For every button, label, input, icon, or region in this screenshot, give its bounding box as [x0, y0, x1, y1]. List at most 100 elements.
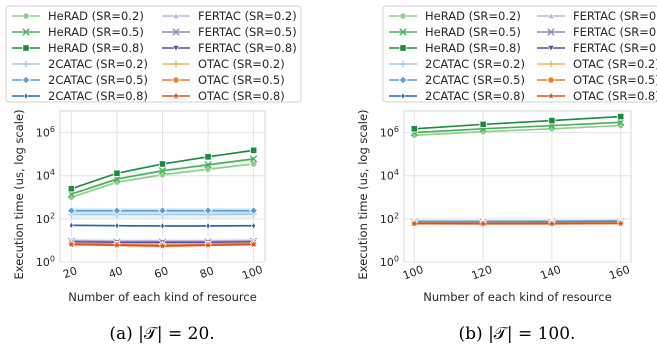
data-point [113, 169, 121, 177]
legend-entry: 2CATAC (SR=0.2) [389, 57, 525, 71]
x-tick-label: 60 [153, 264, 171, 281]
y-tick-label: 106 [36, 125, 55, 140]
data-point [113, 175, 121, 183]
legend-marker [22, 12, 30, 20]
data-point [204, 153, 212, 161]
legend-label: HeRAD (SR=0.2) [48, 9, 144, 23]
legend-entry: 2CATAC (SR=0.2) [12, 57, 148, 71]
legend: HeRAD (SR=0.2) HeRAD (SR=0.5) HeRAD (SR=0.… [382, 5, 657, 103]
y-axis-label: Execution time (us, log scale) [12, 109, 26, 279]
x-tick-label: 120 [470, 263, 494, 282]
x-tick-label: 20 [61, 264, 79, 281]
data-point [67, 206, 76, 216]
y-tick-label: 100 [36, 255, 55, 270]
legend-label: FERTAC (SR=0.5) [573, 25, 657, 39]
data-point [410, 219, 419, 228]
legend-marker [400, 92, 406, 100]
x-tick-label: 160 [607, 263, 631, 282]
y-tick-label: 102 [380, 211, 399, 226]
legend-marker [399, 28, 407, 36]
series-group [409, 113, 626, 228]
x-axis-label: Number of each kind of resource [423, 290, 612, 304]
data-point [479, 120, 487, 128]
data-point [617, 113, 625, 121]
legend-marker [23, 92, 29, 100]
data-point [205, 222, 211, 230]
legend-marker [22, 60, 30, 68]
legend-label: FERTAC (SR=0.2) [573, 9, 657, 23]
chart-panel-1: 100 102 104 106 20 40 60 80 100 Number of each ki… [12, 109, 266, 344]
legend-entry: OTAC (SR=0.8) [162, 89, 285, 103]
legend-label: HeRAD (SR=0.8) [425, 41, 521, 55]
data-point [112, 206, 122, 216]
data-point [158, 160, 167, 168]
x-tick-label: 100 [401, 263, 425, 282]
figure-caption: (b) |𝒯| = 100. [459, 324, 576, 344]
legend-marker [172, 12, 180, 19]
legend-entry: FERTAC (SR=0.8) [162, 41, 297, 55]
legend-label: FERTAC (SR=0.8) [198, 41, 297, 55]
legend-marker [546, 91, 556, 100]
legend-label: HeRAD (SR=0.5) [425, 25, 521, 39]
y-tick-label: 106 [380, 125, 399, 140]
data-point [548, 116, 556, 125]
legend-label: OTAC (SR=0.5) [573, 73, 657, 87]
legend-label: FERTAC (SR=0.2) [198, 9, 297, 23]
data-point [203, 206, 213, 216]
data-point [158, 241, 167, 250]
legend-entry: HeRAD (SR=0.5) [12, 25, 144, 39]
legend-marker [547, 76, 555, 84]
legend-entry: FERTAC (SR=0.5) [537, 25, 657, 39]
legend-entry: HeRAD (SR=0.8) [12, 41, 144, 55]
legend-label: 2CATAC (SR=0.2) [48, 57, 148, 71]
legend-marker [171, 91, 181, 100]
y-axis-label: Execution time (us, log scale) [356, 109, 370, 279]
data-point [112, 240, 122, 249]
legend-marker [547, 28, 555, 36]
data-point [114, 221, 120, 230]
data-point [160, 222, 165, 230]
y-tick-label: 104 [36, 168, 55, 183]
legend-label: 2CATAC (SR=0.8) [425, 89, 525, 103]
legend-entry: HeRAD (SR=0.2) [389, 9, 521, 23]
data-point [69, 221, 74, 230]
series-line [414, 115, 621, 130]
data-point [67, 185, 75, 193]
legend-entry: OTAC (SR=0.2) [537, 57, 657, 71]
data-point [249, 206, 258, 216]
legend-marker [172, 76, 180, 84]
legend-label: FERTAC (SR=0.8) [573, 41, 657, 55]
legend-label: HeRAD (SR=0.8) [48, 41, 144, 55]
legend-entry: HeRAD (SR=0.8) [389, 41, 521, 55]
series-line [414, 124, 621, 137]
data-point [249, 155, 258, 163]
legend-entry: 2CATAC (SR=0.8) [12, 89, 148, 103]
legend-entry: 2CATAC (SR=0.8) [389, 89, 525, 103]
y-tick-label: 102 [36, 211, 55, 226]
y-tick-label: 104 [380, 168, 399, 183]
legend-marker [172, 28, 180, 36]
data-point [478, 219, 488, 228]
legend-label: FERTAC (SR=0.5) [198, 25, 297, 39]
data-point [203, 240, 213, 249]
legend-label: 2CATAC (SR=0.8) [48, 89, 148, 103]
legend-label: OTAC (SR=0.2) [198, 57, 285, 71]
y-tick-label: 100 [380, 255, 399, 270]
legend-marker [399, 60, 407, 68]
grid [60, 111, 265, 263]
data-point [250, 160, 258, 168]
plot-area [403, 110, 632, 263]
legend: HeRAD (SR=0.2) HeRAD (SR=0.5) HeRAD (SR=0.… [5, 5, 302, 103]
data-point [204, 161, 212, 169]
legend-marker [398, 75, 408, 85]
legend-entry: 2CATAC (SR=0.5) [389, 73, 525, 87]
data-point [249, 240, 258, 249]
legend-marker [399, 12, 407, 20]
x-axis-label: Number of each kind of resource [68, 290, 257, 304]
legend-marker [172, 45, 180, 52]
data-point [204, 165, 212, 173]
legend-marker [547, 12, 555, 19]
x-tick-label: 100 [240, 263, 264, 282]
legend-marker [22, 28, 30, 36]
legend-marker [21, 75, 31, 85]
